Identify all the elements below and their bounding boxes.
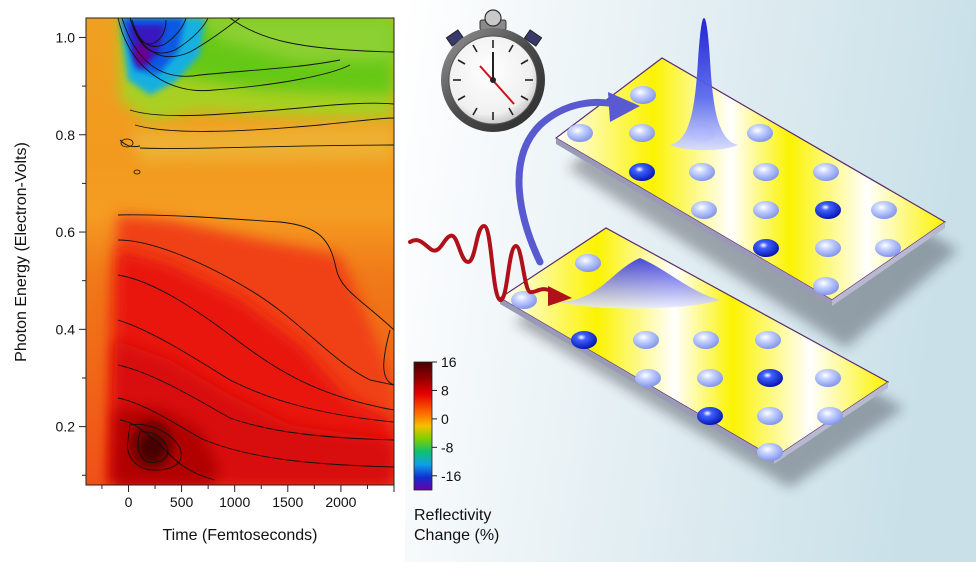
y-axis-label: Photon Energy (Electron-Volts)	[13, 142, 30, 362]
transition-arrow	[515, 98, 619, 266]
x-tick-label: 1000	[219, 494, 250, 510]
plot-frame	[85, 17, 395, 486]
y-axis: 0.2 0.4 0.6 0.8 1.0	[56, 29, 86, 476]
x-axis-label: Time (Femtoseconds)	[163, 527, 318, 544]
x-axis: 0 500 1000 1500 2000	[101, 485, 395, 510]
y-tick-label: 0.4	[56, 321, 76, 337]
colorbar-title-line2: Change (%)	[414, 527, 499, 544]
colorbar-title-line1: Reflectivity	[414, 507, 491, 524]
lattice-slab-top	[554, 18, 958, 348]
lattice-atoms-bottom	[511, 254, 843, 461]
colorbar-tick-label: 0	[441, 411, 449, 427]
lattice-slab-bottom	[498, 227, 904, 488]
x-tick-label: 500	[170, 494, 194, 510]
y-tick-label: 0.6	[56, 224, 76, 240]
colorbar-ticks: 16 8 0 -8 -16	[432, 354, 461, 484]
localized-wavepacket	[670, 18, 738, 151]
colorbar-tick-label: -16	[441, 468, 461, 484]
stopwatch-icon	[441, 9, 545, 132]
heatmap-surface	[86, 18, 394, 485]
contour-lines	[117, 18, 394, 481]
light-pulse	[408, 223, 562, 303]
colorbar	[413, 361, 433, 491]
colorbar-tick-label: -8	[441, 439, 454, 455]
colorbar-tick-label: 16	[441, 354, 457, 370]
x-tick-label: 1500	[272, 494, 303, 510]
y-tick-label: 1.0	[56, 29, 76, 45]
x-tick-label: 0	[125, 494, 133, 510]
spread-wavepacket	[560, 258, 720, 309]
y-tick-label: 0.2	[56, 419, 76, 435]
colorbar-tick-label: 8	[441, 382, 449, 398]
x-tick-label: 2000	[325, 494, 356, 510]
y-tick-label: 0.8	[56, 127, 76, 143]
